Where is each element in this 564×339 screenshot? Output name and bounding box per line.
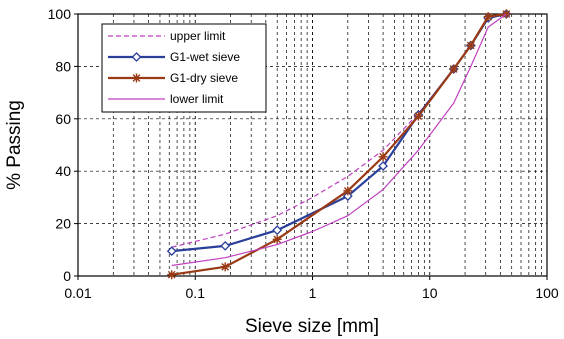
series-line: [171, 12, 507, 276]
legend: upper limit G1-wet sieve G1-dry sieve lower…: [101, 23, 267, 113]
x-tick-label: 0.1: [186, 285, 206, 301]
data-point: [272, 225, 283, 236]
data-point: [483, 12, 493, 22]
legend-label: G1-dry sieve: [170, 71, 238, 85]
x-axis-label: Sieve size [mm]: [245, 316, 379, 337]
legend-label: upper limit: [170, 29, 226, 43]
grid-lines: [78, 14, 547, 276]
data-point: [466, 40, 476, 50]
series-upper-limit: [171, 13, 507, 248]
axis-ticks: 0.01 0.1 1 10 100 0 20 40 60 80 100: [48, 6, 559, 301]
x-tick-label: 1: [309, 285, 317, 301]
y-tick-label: 60: [55, 111, 71, 127]
data-point: [272, 234, 282, 244]
data-point: [449, 64, 459, 74]
data-point: [378, 161, 389, 171]
legend-marker: [131, 52, 142, 62]
data-point: [342, 191, 353, 202]
legend-marker: [132, 73, 141, 83]
data-point: [220, 262, 230, 272]
y-tick-label: 100: [48, 6, 72, 22]
data-point: [166, 246, 177, 257]
series-g1-dry-sieve: [167, 9, 511, 280]
series-line: [171, 13, 507, 248]
data-point: [413, 111, 423, 121]
legend-label: lower limit: [170, 92, 224, 106]
series-line: [171, 13, 507, 267]
y-tick-label: 0: [63, 268, 71, 284]
data-point: [220, 240, 231, 251]
data-point: [343, 186, 353, 196]
x-tick-label: 0.01: [64, 285, 91, 301]
data-point: [378, 152, 388, 162]
y-tick-label: 80: [55, 58, 71, 74]
data-point: [167, 270, 177, 280]
x-tick-label: 10: [422, 285, 438, 301]
y-tick-label: 20: [55, 216, 71, 232]
data-point: [501, 9, 511, 19]
y-axis-label: % Passing: [4, 100, 25, 190]
x-tick-label: 100: [535, 285, 559, 301]
series-layer: [166, 9, 512, 280]
legend-label: G1-wet sieve: [170, 50, 240, 64]
series-lower-limit: [171, 13, 507, 267]
y-tick-label: 40: [55, 163, 71, 179]
legend-box: [101, 23, 267, 113]
